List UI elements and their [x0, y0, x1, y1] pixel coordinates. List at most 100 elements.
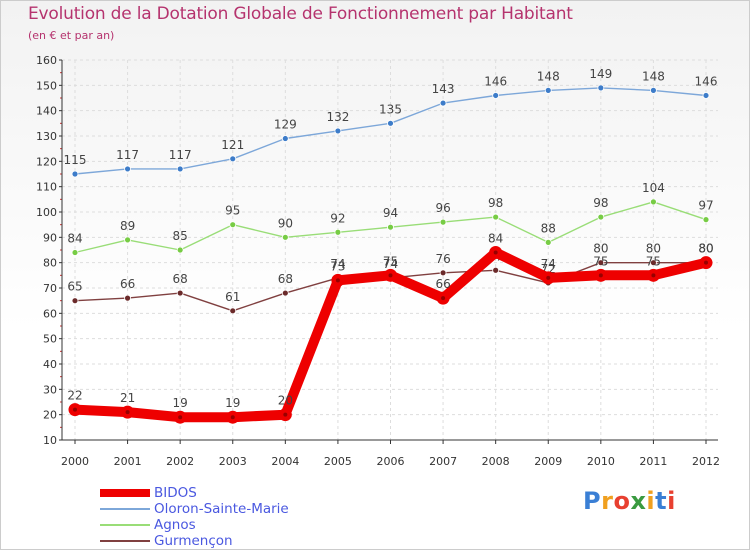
- data-point: [229, 221, 237, 229]
- x-tick-label: 2008: [482, 455, 510, 468]
- y-tick-label: 140: [36, 105, 57, 118]
- data-label: 132: [326, 110, 349, 124]
- logo-letter: P: [583, 487, 602, 515]
- data-label: 90: [278, 216, 293, 230]
- y-tick-label: 160: [36, 54, 57, 67]
- data-label: 75: [593, 254, 608, 268]
- chart-title: Evolution de la Dotation Globale de Fonc…: [28, 4, 573, 24]
- data-point-center: [335, 278, 340, 283]
- data-label: 22: [67, 389, 82, 403]
- data-label: 20: [278, 394, 293, 408]
- y-tick-label: 70: [43, 282, 57, 295]
- data-label: 143: [432, 82, 455, 96]
- data-point: [387, 119, 394, 127]
- data-label: 61: [225, 290, 240, 304]
- y-tick-label: 60: [43, 307, 57, 320]
- legend-label-bidos: BIDOS: [154, 484, 197, 501]
- data-label: 94: [383, 206, 398, 220]
- logo-letter: o: [613, 487, 631, 515]
- data-label: 88: [541, 221, 556, 235]
- data-point-center: [651, 273, 656, 278]
- legend-item-bidos: BIDOS: [100, 485, 289, 501]
- data-label: 80: [698, 242, 713, 256]
- data-label: 98: [488, 196, 503, 210]
- data-label: 89: [120, 219, 135, 233]
- data-point: [229, 307, 237, 315]
- data-point: [176, 165, 184, 173]
- data-point: [439, 218, 447, 226]
- legend-swatch-gurmencon: [100, 540, 150, 542]
- data-point: [124, 236, 131, 244]
- data-label: 76: [435, 252, 450, 266]
- data-point-center: [704, 260, 708, 265]
- data-point: [387, 223, 394, 231]
- data-point: [597, 259, 605, 267]
- data-label: 96: [435, 201, 450, 215]
- data-point: [124, 165, 131, 173]
- logo-letter: i: [667, 487, 676, 515]
- legend-label-agnos: Agnos: [154, 516, 196, 533]
- data-label: 75: [383, 254, 398, 268]
- data-label: 73: [330, 259, 345, 273]
- legend-swatch-bidos: [100, 489, 150, 497]
- data-label: 68: [173, 272, 188, 286]
- legend-swatch-oloron: [100, 508, 150, 510]
- data-point: [124, 294, 131, 302]
- legend-item-gurmencon: Gurmençon: [100, 533, 289, 549]
- data-label: 146: [695, 74, 718, 88]
- data-point-center: [73, 407, 77, 412]
- y-tick-label: 90: [43, 231, 57, 244]
- chart-subtitle: (en € et par an): [28, 29, 115, 42]
- data-label: 74: [330, 257, 345, 271]
- data-label: 21: [120, 391, 135, 405]
- data-point: [544, 238, 552, 246]
- data-label: 19: [173, 396, 188, 410]
- x-tick-label: 2002: [166, 455, 194, 468]
- data-label: 84: [488, 232, 503, 246]
- data-label: 80: [593, 242, 608, 256]
- x-tick-label: 2011: [639, 455, 667, 468]
- data-point: [229, 155, 237, 163]
- data-label: 148: [537, 69, 560, 83]
- data-label: 80: [646, 242, 661, 256]
- data-point: [544, 87, 552, 94]
- data-label: 98: [593, 196, 608, 210]
- data-point-center: [230, 415, 235, 420]
- data-point-center: [441, 296, 446, 301]
- data-point: [650, 198, 657, 206]
- data-label: 104: [642, 181, 665, 195]
- data-label: 149: [589, 67, 612, 81]
- data-label: 66: [120, 277, 135, 291]
- data-point-center: [283, 412, 288, 417]
- x-tick-label: 2010: [587, 455, 615, 468]
- data-label: 84: [67, 232, 82, 246]
- y-tick-label: 130: [36, 130, 57, 143]
- data-point: [334, 228, 342, 236]
- y-tick-label: 100: [36, 206, 57, 219]
- data-point: [281, 233, 289, 241]
- data-point-center: [388, 273, 393, 278]
- data-label: 75: [646, 254, 661, 268]
- x-tick-label: 2005: [324, 455, 352, 468]
- data-label: 19: [225, 396, 240, 410]
- data-label: 92: [330, 211, 345, 225]
- logo-letter: x: [630, 487, 647, 515]
- data-label: 129: [274, 118, 297, 132]
- legend-item-oloron: Oloron-Sainte-Marie: [100, 501, 289, 517]
- logo-letter: i: [646, 487, 656, 515]
- data-point: [176, 246, 184, 254]
- data-point: [702, 92, 710, 99]
- y-tick-label: 110: [36, 181, 57, 194]
- y-tick-label: 80: [43, 257, 57, 270]
- data-label: 74: [383, 257, 398, 271]
- data-point: [71, 297, 79, 305]
- x-tick-label: 2009: [534, 455, 562, 468]
- data-point: [281, 135, 289, 142]
- data-label: 65: [67, 280, 82, 294]
- data-point-center: [178, 415, 183, 420]
- data-label: 121: [221, 138, 244, 152]
- x-tick-label: 2007: [429, 455, 457, 468]
- x-tick-label: 2004: [271, 455, 299, 468]
- data-point: [439, 269, 447, 277]
- data-point: [71, 170, 79, 178]
